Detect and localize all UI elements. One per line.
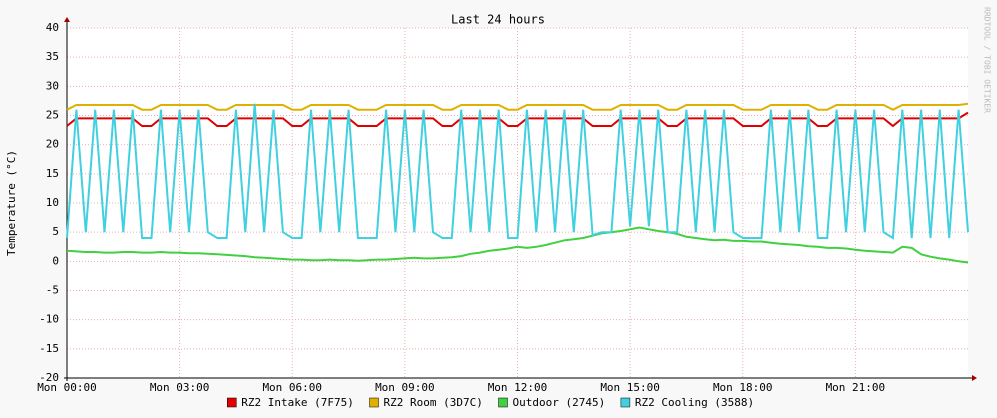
legend-label: RZ2 Room (3D7C) xyxy=(384,396,483,409)
series-line xyxy=(66,226,969,264)
legend-label: RZ2 Intake (7F75) xyxy=(241,396,354,409)
x-tick-label: Mon 18:00 xyxy=(713,381,773,394)
axis-arrow xyxy=(64,17,70,22)
legend-swatch xyxy=(498,397,508,408)
y-tick-label: 20 xyxy=(46,138,59,151)
series-line xyxy=(66,103,969,240)
y-tick-label: -10 xyxy=(39,313,59,326)
y-tick-label: -5 xyxy=(46,284,59,297)
x-tick-label: Mon 12:00 xyxy=(488,381,548,394)
y-tick-label: 25 xyxy=(46,109,59,122)
legend-swatch xyxy=(620,397,631,408)
x-tick-label: Mon 00:00 xyxy=(37,381,97,394)
y-tick-label: -20 xyxy=(39,371,59,384)
y-tick-label: 35 xyxy=(46,50,59,63)
y-axis-label: Temperature (°C) xyxy=(5,150,18,256)
axis-arrow xyxy=(972,375,977,381)
y-tick-label: -15 xyxy=(39,342,59,355)
x-tick-label: Mon 15:00 xyxy=(600,381,660,394)
legend-label: Outdoor (2745) xyxy=(513,396,606,409)
series-line xyxy=(66,111,969,128)
y-tick-label: 5 xyxy=(52,225,59,238)
watermark: RRDTOOL / TOBI OETIKER xyxy=(983,7,992,113)
x-tick-label: Mon 06:00 xyxy=(262,381,322,394)
x-tick-label: Mon 09:00 xyxy=(375,381,435,394)
y-tick-label: 40 xyxy=(46,21,59,34)
series-line xyxy=(66,102,969,111)
legend-label: RZ2 Cooling (3588) xyxy=(635,396,754,409)
y-tick-label: 30 xyxy=(46,79,59,92)
y-tick-label: 10 xyxy=(46,196,59,209)
x-tick-label: Mon 21:00 xyxy=(826,381,886,394)
y-tick-label: 0 xyxy=(52,254,59,267)
x-tick-label: Mon 03:00 xyxy=(150,381,210,394)
y-tick-label: 15 xyxy=(46,167,59,180)
legend-swatch xyxy=(369,397,379,408)
chart-title: Last 24 hours xyxy=(451,13,545,27)
legend-swatch xyxy=(227,397,237,408)
